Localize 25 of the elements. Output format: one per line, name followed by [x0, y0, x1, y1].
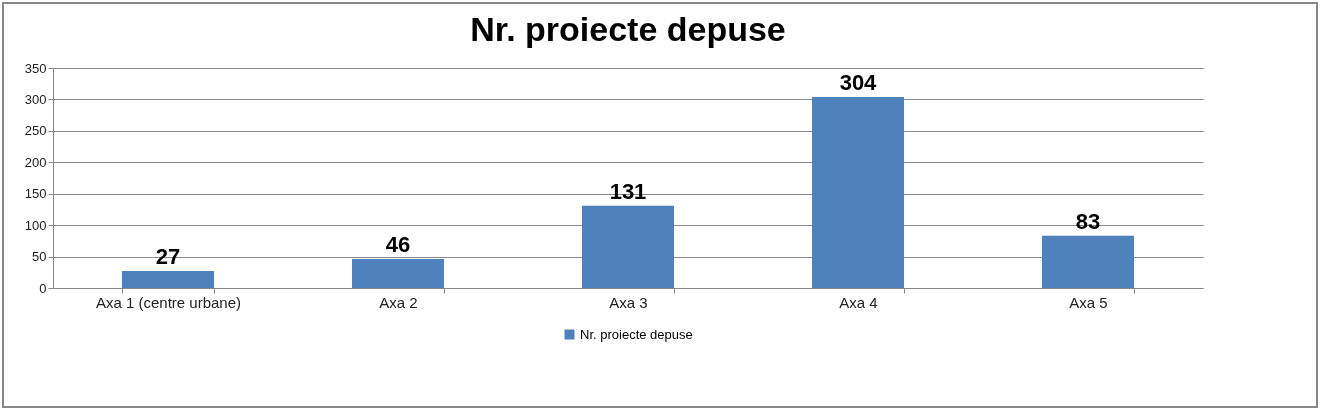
y-tick-label: 100 [24, 217, 47, 233]
legend-label: Nr. proiecte depuse [580, 326, 693, 342]
bar [582, 205, 674, 288]
x-tick-label: Axa 5 [1069, 293, 1108, 311]
bar [122, 271, 214, 288]
data-label: 83 [1075, 208, 1101, 234]
y-tick-label: 0 [39, 280, 47, 296]
data-label: 131 [609, 178, 647, 204]
y-tick-label: 150 [24, 186, 47, 202]
y-tick-label: 250 [24, 123, 47, 139]
y-tick-label: 50 [32, 249, 47, 265]
x-tick-label: Axa 2 [379, 293, 418, 311]
bar [352, 259, 444, 288]
y-tick-label: 200 [24, 154, 47, 170]
x-tick-label: Axa 3 [609, 293, 648, 311]
x-tick-label: Axa 1 (centre urbane) [95, 293, 242, 311]
chart-title: Nr. proiecte depuse [470, 10, 786, 48]
data-label: 304 [839, 69, 878, 95]
data-label: 46 [385, 232, 411, 258]
y-tick-label: 300 [24, 91, 47, 107]
x-tick-label: Axa 4 [839, 293, 878, 311]
bar [812, 96, 904, 288]
y-tick-label: 350 [24, 60, 47, 76]
data-label: 27 [155, 244, 181, 270]
bar [1042, 235, 1134, 288]
